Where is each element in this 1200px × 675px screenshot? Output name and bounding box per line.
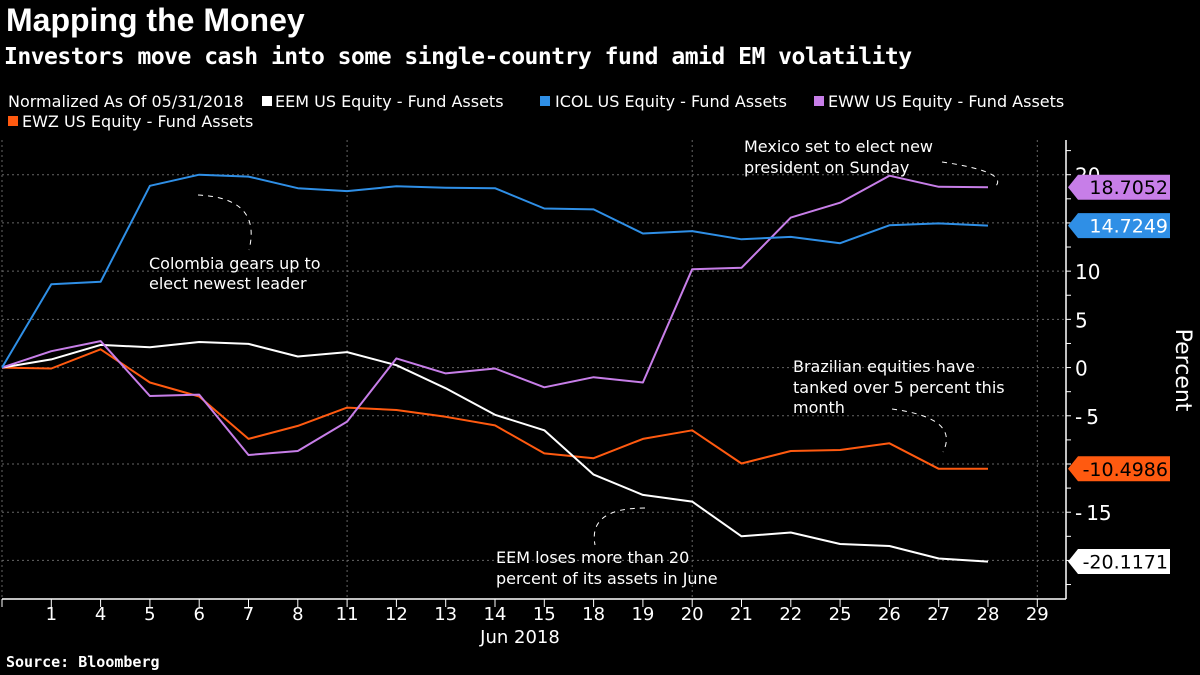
x-tick-label: 14 bbox=[484, 604, 507, 625]
y-tick-label: 5 bbox=[1075, 308, 1088, 332]
annotation-mexico-line1: Mexico set to elect new bbox=[744, 137, 933, 156]
annotation-eem-line1: EEM loses more than 20 bbox=[496, 548, 689, 567]
annotations: Mexico set to elect new president on Sun… bbox=[149, 137, 1005, 588]
annotation-mexico-connector bbox=[941, 161, 999, 188]
annotation-colombia-line1: Colombia gears up to bbox=[149, 254, 321, 273]
annotation-brazil-line1: Brazilian equities have bbox=[793, 357, 975, 376]
legend-swatch-ewz bbox=[8, 116, 18, 126]
y-tick-label: - 5 bbox=[1075, 405, 1099, 429]
annotation-brazil-line2: tanked over 5 percent this bbox=[793, 378, 1005, 397]
x-tick-label: 12 bbox=[385, 604, 408, 625]
chart-title: Mapping the Money bbox=[6, 2, 305, 38]
y-tick-label: 0 bbox=[1075, 357, 1088, 381]
x-tick-label: 25 bbox=[829, 604, 852, 625]
legend-label-eem: EEM US Equity - Fund Assets bbox=[275, 92, 504, 111]
x-tick-label: 7 bbox=[243, 604, 254, 625]
y-tick-label: - 15 bbox=[1075, 501, 1112, 525]
series-lines bbox=[1, 173, 989, 563]
chart-subtitle: Investors move cash into some single-cou… bbox=[4, 44, 912, 70]
x-tick-label: 18 bbox=[582, 604, 605, 625]
legend-swatch-eem bbox=[262, 96, 272, 106]
grid bbox=[1, 140, 1066, 599]
value-badge-label-icol: 14.7249 bbox=[1089, 216, 1168, 238]
annotation-mexico-line2: president on Sunday bbox=[744, 158, 909, 177]
series-line-eww bbox=[1, 174, 989, 456]
legend-label-eww: EWW US Equity - Fund Assets bbox=[828, 92, 1064, 111]
legend: Normalized As Of 05/31/2018 EEM US Equit… bbox=[8, 92, 1064, 131]
y-axis-title: Percent bbox=[1170, 329, 1195, 412]
source-note: Source: Bloomberg bbox=[6, 653, 160, 671]
legend-swatch-eww bbox=[814, 96, 824, 106]
value-badge-label-ewz: -10.4986 bbox=[1083, 459, 1168, 481]
x-tick-label: 4 bbox=[95, 604, 106, 625]
x-tick-label: 26 bbox=[878, 604, 901, 625]
x-axis: 1 4 5 6 7 8 11 12 13 14 15 18 19 20 21 22 25 26 27 28 29 bbox=[1, 599, 1049, 625]
x-tick-label: 19 bbox=[631, 604, 654, 625]
x-tick-label: 15 bbox=[533, 604, 556, 625]
legend-label-icol: ICOL US Equity - Fund Assets bbox=[555, 92, 787, 111]
x-tick-label: 21 bbox=[730, 604, 753, 625]
x-tick-label: 27 bbox=[927, 604, 950, 625]
y-axis: 201050- 5- 15 bbox=[2, 140, 1112, 600]
x-tick-label: 5 bbox=[144, 604, 155, 625]
x-tick-label: 13 bbox=[434, 604, 457, 625]
annotation-eem-line2: percent of its assets in June bbox=[496, 569, 718, 588]
value-badge-ewz bbox=[1068, 456, 1170, 482]
x-tick-label: 29 bbox=[1026, 604, 1049, 625]
y-tick-label: 10 bbox=[1075, 260, 1100, 284]
value-badge-label-eem: -20.1171 bbox=[1083, 552, 1168, 574]
last-value-badges: -20.1171 14.7249 18.7052 -10.4986 bbox=[1068, 174, 1170, 575]
series-line-ewz bbox=[1, 348, 988, 470]
legend-prefix: Normalized As Of 05/31/2018 bbox=[8, 92, 244, 111]
x-tick-label: 1 bbox=[46, 604, 57, 625]
x-tick-label: 8 bbox=[292, 604, 303, 625]
annotation-brazil-connector bbox=[891, 408, 947, 453]
x-tick-label: 11 bbox=[336, 604, 359, 625]
value-badge-icol bbox=[1068, 213, 1170, 239]
legend-label-ewz: EWZ US Equity - Fund Assets bbox=[22, 112, 253, 131]
annotation-colombia-connector bbox=[197, 194, 252, 251]
annotation-colombia-line2: elect newest leader bbox=[149, 274, 307, 293]
value-badge-eem bbox=[1068, 549, 1170, 575]
annotation-brazil-line3: month bbox=[793, 398, 845, 417]
value-badge-label-eww: 18.7052 bbox=[1089, 177, 1168, 199]
legend-swatch-icol bbox=[540, 96, 550, 106]
series-line-icol bbox=[1, 173, 989, 369]
x-tick-label: 6 bbox=[193, 604, 204, 625]
x-tick-label: 22 bbox=[779, 604, 802, 625]
series-line-eem bbox=[1, 341, 989, 563]
annotation-eem-connector bbox=[593, 507, 646, 546]
x-tick-label: 28 bbox=[977, 604, 1000, 625]
x-tick-label: 20 bbox=[681, 604, 704, 625]
x-axis-title: Jun 2018 bbox=[479, 627, 560, 648]
value-badge-eww bbox=[1068, 174, 1170, 200]
